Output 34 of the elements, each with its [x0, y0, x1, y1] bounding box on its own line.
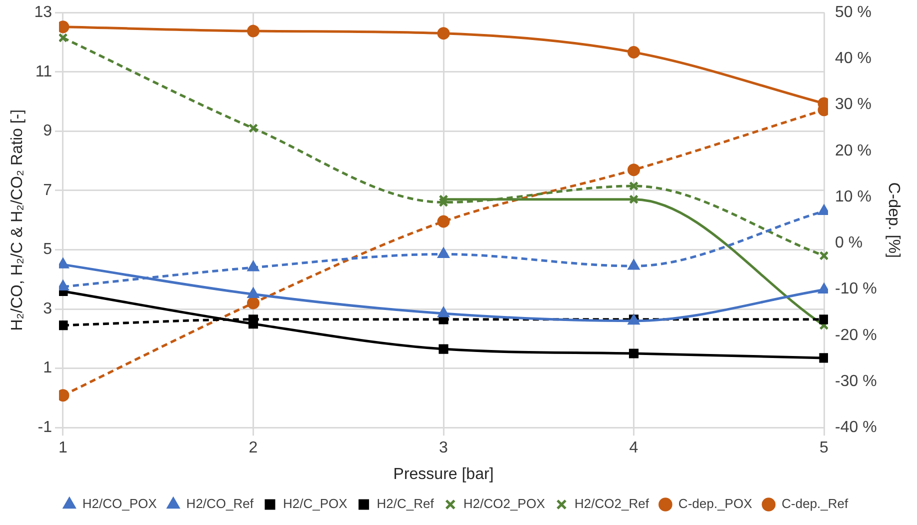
y-tick-label: 13	[34, 4, 52, 22]
x-tick-label: 4	[629, 440, 638, 457]
y-tick-label: 1	[43, 360, 52, 377]
legend-label: H2/CO_POX	[82, 496, 158, 512]
y2-tick-label: 10 %	[835, 188, 872, 206]
y-tick-label: 9	[43, 122, 52, 140]
x-tick-label: 3	[439, 440, 448, 457]
x-tick-label: 2	[248, 440, 258, 457]
legend-label: H2/CO2_POX	[463, 496, 546, 512]
legend-label: H2/C_POX	[282, 496, 348, 512]
legend-label: H2/CO2_Ref	[574, 496, 650, 512]
y2-tick-label: 0 %	[835, 234, 863, 252]
y-tick-label: -1	[38, 419, 52, 436]
y2-tick-label: -40 %	[835, 419, 877, 436]
y2-tick-label: 40 %	[835, 50, 872, 68]
y2-axis-title: C-dep. [%]	[884, 182, 902, 258]
y-tick-label: 11	[35, 63, 52, 80]
legend-label: H2/CO_Ref	[186, 496, 254, 512]
legend-label: C-dep._POX	[678, 496, 752, 512]
x-tick-label: 5	[820, 440, 829, 457]
y2-tick-label: -10 %	[835, 280, 877, 298]
y2-tick-label: -30 %	[835, 372, 877, 390]
x-axis-title: Pressure [bar]	[393, 466, 494, 483]
legend-label: H2/C_Ref	[376, 496, 434, 512]
y-tick-label: 3	[43, 300, 52, 318]
x-tick-label: 1	[58, 440, 68, 457]
legend-label: C-dep._Ref	[782, 496, 848, 512]
y2-tick-label: 50 %	[835, 4, 872, 22]
y2-tick-label: 20 %	[835, 142, 872, 160]
y2-tick-label: 30 %	[835, 96, 872, 114]
y2-tick-label: -20 %	[835, 326, 877, 344]
y-tick-label: 5	[43, 241, 52, 258]
y-tick-label: 7	[43, 182, 52, 199]
y-axis-title: H₂/CO, H₂/C & H₂/CO₂ Ratio [-]	[9, 109, 26, 331]
